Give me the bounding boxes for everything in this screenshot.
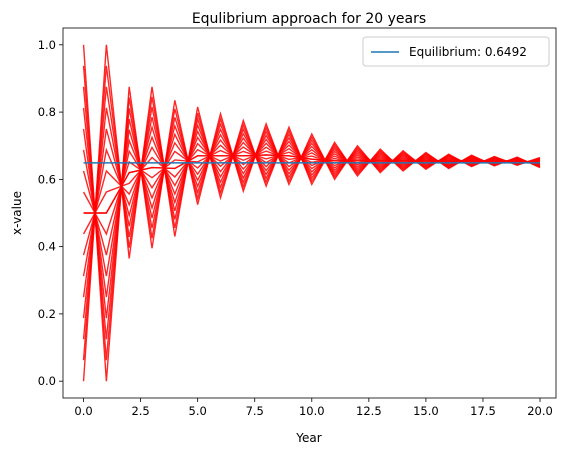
y-tick-label: 0.8 <box>38 105 56 119</box>
x-tick-label: 5.0 <box>189 404 207 418</box>
x-axis-ticks: 0.0 2.5 5.0 7.5 10.0 12.5 15.0 17.5 20.0 <box>74 398 553 418</box>
legend: Equilibrium: 0.6492 <box>362 36 550 67</box>
trajectory-line <box>82 86 541 340</box>
x-tick-label: 10.0 <box>299 404 325 418</box>
x-axis-label: Year <box>295 431 321 445</box>
chart-title: Equlibrium approach for 20 years <box>192 11 426 27</box>
x-tick-label: 17.5 <box>470 404 496 418</box>
y-tick-label: 0.4 <box>38 240 56 254</box>
trajectory-layer <box>82 44 541 382</box>
y-tick-label: 1.0 <box>38 38 56 52</box>
y-axis-label: x-value <box>10 191 24 235</box>
plot-frame <box>62 27 557 399</box>
x-tick-label: 15.0 <box>413 404 439 418</box>
x-tick-label: 20.0 <box>527 404 553 418</box>
legend-label: Equilibrium: 0.6492 <box>409 45 527 59</box>
y-tick-label: 0.0 <box>38 374 56 388</box>
x-tick-label: 0.0 <box>74 404 92 418</box>
y-tick-label: 0.2 <box>38 307 56 321</box>
trajectory-line <box>82 86 541 340</box>
x-tick-label: 7.5 <box>246 404 264 418</box>
trajectory-line <box>82 128 541 298</box>
x-tick-label: 2.5 <box>131 404 149 418</box>
trajectory-line <box>82 44 541 382</box>
trajectory-line <box>83 154 541 214</box>
trajectory-line <box>82 44 541 382</box>
x-tick-label: 12.5 <box>356 404 382 418</box>
legend-box <box>362 36 550 67</box>
y-tick-label: 0.6 <box>38 172 56 186</box>
y-axis-ticks: 0.0 0.2 0.4 0.6 0.8 1.0 <box>38 38 63 388</box>
